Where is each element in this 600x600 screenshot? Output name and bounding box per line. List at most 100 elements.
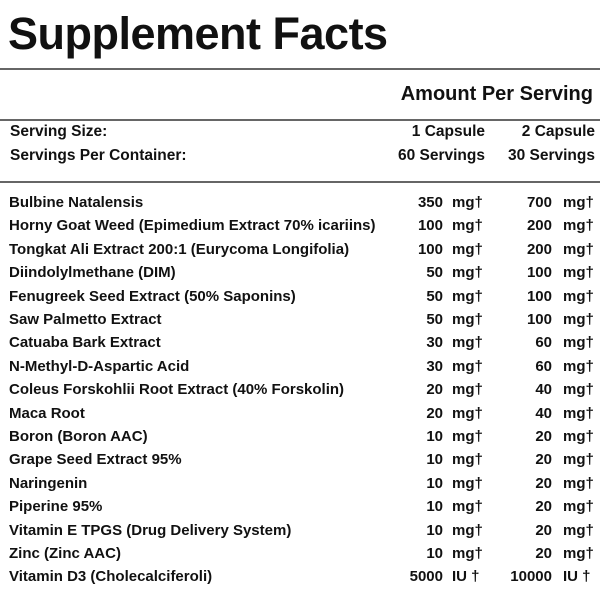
ingredient-row: Coleus Forskohlii Root Extract (40% Fors…: [9, 381, 595, 404]
ingredient-row: Maca Root 20 mg† 40 mg†: [9, 405, 595, 428]
ingredient-name: Tongkat Ali Extract 200:1 (Eurycoma Long…: [9, 240, 350, 258]
unit-2: mg†: [563, 498, 594, 516]
amount-1: 20: [426, 404, 443, 422]
ingredient-row: Fenugreek Seed Extract (50% Saponins) 50 m…: [9, 288, 595, 311]
amount-1: 5000: [409, 568, 443, 586]
unit-1: mg†: [452, 498, 483, 516]
amount-1: 10: [426, 474, 443, 492]
amount-2: 100: [526, 287, 552, 305]
unit-1: mg†: [452, 311, 483, 328]
amount-2: 20: [535, 545, 552, 562]
unit-1: mg†: [452, 287, 483, 305]
amount-2: 40: [535, 381, 552, 399]
unit-2: mg†: [563, 357, 594, 375]
amount-2: 10000: [510, 568, 552, 586]
unit-1: mg†: [452, 334, 483, 352]
amount-1: 10: [426, 545, 443, 562]
ingredient-name: Saw Palmetto Extract: [9, 311, 162, 328]
ingredient-row: Vitamin E TPGS (Drug Delivery System) 10 m…: [9, 522, 595, 545]
ingredient-name: Fenugreek Seed Extract (50% Saponins): [9, 287, 296, 305]
amount-2: 60: [535, 357, 552, 375]
ingredient-name: Zinc (Zinc AAC): [9, 545, 121, 562]
ingredient-row: Bulbine Natalensis 350 mg† 700 mg†: [9, 194, 595, 217]
unit-2: mg†: [563, 311, 594, 328]
ingredient-name: N-Methyl-D-Aspartic Acid: [9, 357, 190, 375]
amount-2: 100: [526, 264, 552, 282]
ingredient-name: Maca Root: [9, 404, 85, 422]
amount-2: 20: [535, 521, 552, 539]
amount-per-serving-header: Amount Per Serving: [400, 83, 593, 105]
ingredient-name: Diindolylmethane (DIM): [9, 264, 176, 282]
ingredient-row: Piperine 95% 10 mg† 20 mg†: [9, 498, 595, 521]
unit-2: mg†: [563, 334, 594, 352]
ingredient-name: Horny Goat Weed (Epimedium Extract 70% i…: [9, 217, 376, 235]
label-title: Supplement Facts: [8, 8, 388, 59]
servings-per-container-col2: 30 Servings: [507, 147, 595, 164]
amount-1: 30: [426, 334, 443, 352]
unit-1: IU †: [452, 568, 480, 586]
servings-per-container-row: Servings Per Container: 60 Servings 30 S…: [10, 147, 595, 169]
unit-1: mg†: [452, 217, 483, 235]
amount-1: 100: [417, 240, 443, 258]
serving-size-col1: 1 Capsule: [411, 123, 485, 140]
amount-1: 350: [417, 194, 443, 211]
amount-1: 20: [426, 381, 443, 399]
unit-1: mg†: [452, 404, 483, 422]
ingredient-row: Naringenin 10 mg† 20 mg†: [9, 475, 595, 498]
ingredient-name: Grape Seed Extract 95%: [9, 451, 182, 469]
unit-2: mg†: [563, 428, 594, 445]
amount-2: 40: [535, 404, 552, 422]
unit-1: mg†: [452, 521, 483, 539]
unit-2: mg†: [563, 287, 594, 305]
unit-2: mg†: [563, 521, 594, 539]
unit-1: mg†: [452, 357, 483, 375]
amount-2: 200: [526, 240, 552, 258]
amount-1: 10: [426, 428, 443, 445]
amount-2: 100: [526, 311, 552, 328]
divider: [0, 119, 600, 121]
unit-1: mg†: [452, 240, 483, 258]
amount-1: 100: [417, 217, 443, 235]
unit-1: mg†: [452, 451, 483, 469]
unit-2: mg†: [563, 451, 594, 469]
ingredient-name: Vitamin E TPGS (Drug Delivery System): [9, 521, 292, 539]
ingredient-row: Diindolylmethane (DIM) 50 mg† 100 mg†: [9, 264, 595, 287]
serving-size-row: Serving Size: 1 Capsule 2 Capsule: [10, 123, 595, 145]
unit-1: mg†: [452, 194, 483, 211]
unit-2: mg†: [563, 264, 594, 282]
ingredient-row: Grape Seed Extract 95% 10 mg† 20 mg†: [9, 451, 595, 474]
ingredient-row: Catuaba Bark Extract 30 mg† 60 mg†: [9, 334, 595, 357]
ingredient-row: N-Methyl-D-Aspartic Acid 30 mg† 60 mg†: [9, 358, 595, 381]
unit-2: mg†: [563, 217, 594, 235]
unit-2: mg†: [563, 194, 594, 211]
unit-1: mg†: [452, 381, 483, 399]
ingredient-row: Vitamin D3 (Cholecalciferoli) 5000 IU † 100…: [9, 568, 595, 591]
serving-size-label: Serving Size:: [10, 123, 108, 140]
amount-1: 50: [426, 287, 443, 305]
amount-2: 20: [535, 428, 552, 445]
ingredient-row: Saw Palmetto Extract 50 mg† 100 mg†: [9, 311, 595, 334]
unit-2: mg†: [563, 404, 594, 422]
unit-2: mg†: [563, 545, 594, 562]
ingredient-name: Piperine 95%: [9, 498, 103, 516]
amount-1: 50: [426, 264, 443, 282]
amount-1: 10: [426, 451, 443, 469]
unit-2: mg†: [563, 381, 594, 399]
serving-size-col2: 2 Capsule: [521, 123, 595, 140]
amount-1: 10: [426, 498, 443, 516]
ingredient-row: Tongkat Ali Extract 200:1 (Eurycoma Long…: [9, 241, 595, 264]
divider: [0, 181, 600, 183]
ingredient-name: Catuaba Bark Extract: [9, 334, 161, 352]
amount-2: 200: [526, 217, 552, 235]
amount-2: 20: [535, 498, 552, 516]
amount-2: 20: [535, 451, 552, 469]
unit-2: mg†: [563, 240, 594, 258]
amount-1: 50: [426, 311, 443, 328]
servings-per-container-col1: 60 Servings: [397, 147, 485, 164]
unit-2: mg†: [563, 474, 594, 492]
amount-2: 60: [535, 334, 552, 352]
divider: [0, 68, 600, 70]
ingredient-name: Vitamin D3 (Cholecalciferoli): [9, 568, 213, 586]
unit-1: mg†: [452, 545, 483, 562]
amount-2: 700: [526, 194, 552, 211]
